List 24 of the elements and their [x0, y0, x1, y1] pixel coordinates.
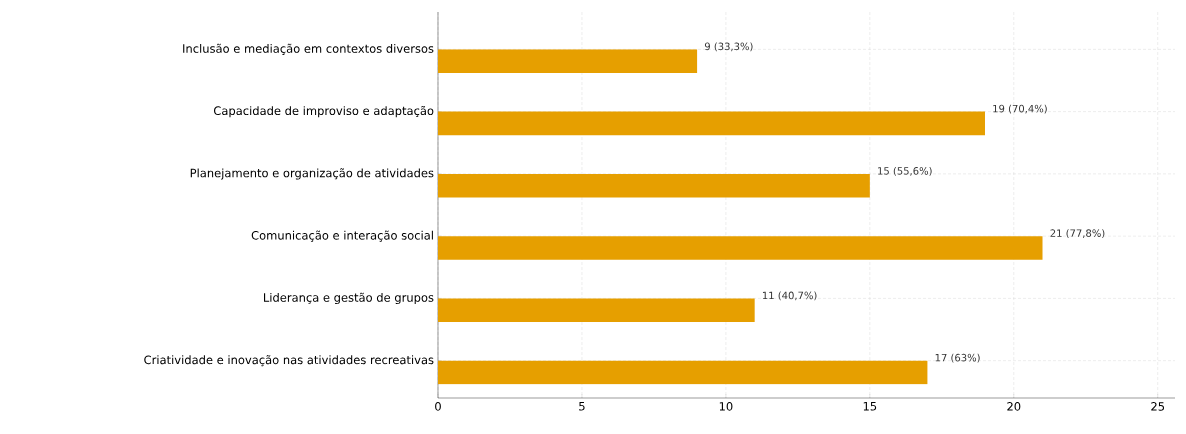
- x-tick-label: 0: [435, 402, 441, 411]
- x-tick-label: 15: [863, 402, 877, 411]
- data-label: 15 (55,6%): [878, 166, 932, 176]
- bar: [438, 236, 1043, 260]
- bar: [438, 360, 928, 385]
- x-tick-label: 20: [1007, 402, 1021, 411]
- bar: [438, 173, 870, 198]
- x-tick-label: 5: [579, 402, 585, 411]
- y-tick-label: Criatividade e inovação nas atividades recreativas: [144, 355, 434, 367]
- y-tick-label: Inclusão e mediação em contextos diversos: [183, 43, 434, 55]
- x-tick-label: 10: [719, 402, 733, 411]
- y-tick-label: Capacidade de improviso e adaptação: [213, 105, 434, 118]
- y-tick-label: Planejamento e organização de atividades: [190, 168, 434, 180]
- y-tick-label: Comunicação e interação social: [251, 230, 433, 242]
- data-label: 21 (77,8%): [1050, 229, 1105, 239]
- data-label: 19 (70,4%): [993, 104, 1047, 114]
- bar: [438, 49, 698, 74]
- data-label: 17 (63%): [935, 353, 980, 363]
- bar: [438, 298, 755, 323]
- x-tick-label: 25: [1151, 402, 1165, 411]
- bar: [438, 111, 985, 136]
- y-tick-label: Liderança e gestão de grupos: [264, 292, 434, 305]
- data-label: 11 (40,7%): [762, 291, 817, 301]
- data-label: 9 (33,3%): [704, 42, 753, 52]
